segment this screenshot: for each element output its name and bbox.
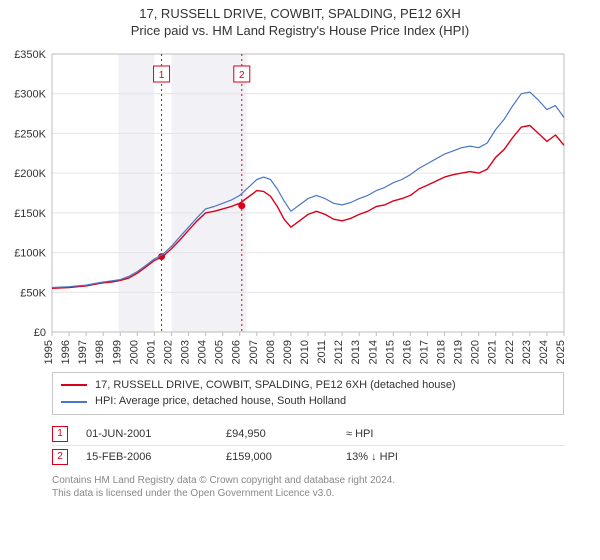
svg-text:2021: 2021 [487,340,499,364]
svg-text:2011: 2011 [316,340,328,364]
svg-text:2020: 2020 [470,340,482,364]
svg-text:2003: 2003 [180,340,192,364]
svg-text:2018: 2018 [436,340,448,364]
legend-swatch-hpi [61,401,87,403]
page-subtitle: Price paid vs. HM Land Registry's House … [0,23,600,40]
annotation-marker-2: 2 [52,449,68,465]
annotation-row-2: 2 15-FEB-2006 £159,000 13% ↓ HPI [52,446,564,468]
page-title: 17, RUSSELL DRIVE, COWBIT, SPALDING, PE1… [0,6,600,23]
svg-text:1999: 1999 [111,340,123,364]
footer-line-2: This data is licensed under the Open Gov… [52,487,564,500]
svg-text:2016: 2016 [401,340,413,364]
annotation-date-2: 15-FEB-2006 [86,451,226,463]
svg-text:£350K: £350K [14,49,46,61]
line-chart: £0 £50K £100K £150K £200K £250K £300K £350K 1995… [0,46,600,366]
svg-text:£200K: £200K [14,168,46,180]
legend-label-hpi: HPI: Average price, detached house, Sout… [95,393,346,410]
svg-text:£50K: £50K [20,287,46,299]
svg-text:2006: 2006 [231,340,243,364]
svg-text:£100K: £100K [14,247,46,259]
svg-text:£250K: £250K [14,128,46,140]
svg-text:2000: 2000 [128,340,140,364]
svg-text:2: 2 [239,70,245,81]
svg-text:£300K: £300K [14,88,46,100]
svg-text:2008: 2008 [265,340,277,364]
svg-text:1: 1 [159,70,165,81]
svg-text:2025: 2025 [555,340,567,364]
svg-text:2012: 2012 [333,340,345,364]
svg-text:2009: 2009 [282,340,294,364]
svg-text:2007: 2007 [248,340,260,364]
legend: 17, RUSSELL DRIVE, COWBIT, SPALDING, PE1… [52,372,564,415]
title-block: 17, RUSSELL DRIVE, COWBIT, SPALDING, PE1… [0,0,600,40]
annotation-delta-1: ≈ HPI [346,428,466,440]
legend-label-property: 17, RUSSELL DRIVE, COWBIT, SPALDING, PE1… [95,377,456,394]
chart-svg: £0 £50K £100K £150K £200K £250K £300K £350K 1995… [0,46,600,366]
svg-text:2024: 2024 [538,340,550,364]
annotation-row-1: 1 01-JUN-2001 £94,950 ≈ HPI [52,423,564,446]
legend-row-hpi: HPI: Average price, detached house, Sout… [61,393,555,410]
svg-text:£0: £0 [34,327,46,339]
svg-text:1995: 1995 [43,340,55,364]
svg-text:2004: 2004 [197,340,209,364]
legend-swatch-property [61,384,87,386]
annotation-table: 1 01-JUN-2001 £94,950 ≈ HPI 2 15-FEB-200… [52,423,564,468]
legend-row-property: 17, RUSSELL DRIVE, COWBIT, SPALDING, PE1… [61,377,555,394]
svg-text:2010: 2010 [299,340,311,364]
svg-text:1996: 1996 [60,340,72,364]
svg-text:1997: 1997 [77,340,89,364]
svg-text:2002: 2002 [162,340,174,364]
footer: Contains HM Land Registry data © Crown c… [52,474,564,500]
svg-text:2015: 2015 [384,340,396,364]
annotation-price-2: £159,000 [226,451,346,463]
svg-text:2001: 2001 [145,340,157,364]
annotation-price-1: £94,950 [226,428,346,440]
svg-text:2013: 2013 [350,340,362,364]
annotation-delta-2: 13% ↓ HPI [346,451,466,463]
footer-line-1: Contains HM Land Registry data © Crown c… [52,474,564,487]
svg-text:2017: 2017 [418,340,430,364]
svg-text:2023: 2023 [521,340,533,364]
svg-text:2005: 2005 [214,340,226,364]
svg-text:2019: 2019 [453,340,465,364]
svg-text:2014: 2014 [367,340,379,364]
svg-text:1998: 1998 [94,340,106,364]
svg-text:2022: 2022 [504,340,516,364]
annotation-date-1: 01-JUN-2001 [86,428,226,440]
annotation-marker-1: 1 [52,426,68,442]
svg-text:£150K: £150K [14,208,46,220]
